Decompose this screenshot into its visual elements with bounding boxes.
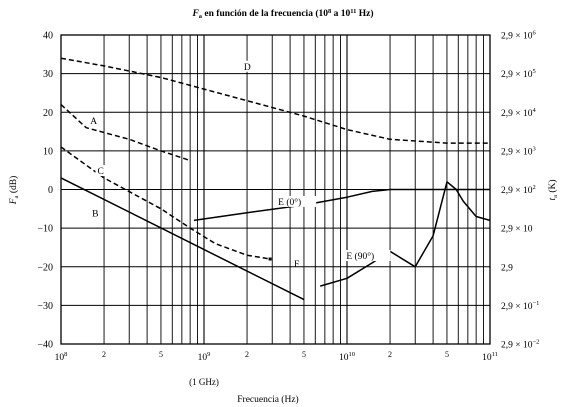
series-label: D xyxy=(244,63,251,73)
series-line xyxy=(60,57,490,144)
series-label: E (90°) xyxy=(346,251,374,262)
series-line xyxy=(60,177,305,301)
x-tick-label: 5 xyxy=(302,350,306,359)
x-axis-label: Frecuencia (Hz) xyxy=(237,394,298,405)
x-tick-label: 2 xyxy=(102,350,106,359)
y-tick-label: −40 xyxy=(37,340,53,351)
y2-tick-label: 2,9 × 103 xyxy=(501,145,536,157)
grid xyxy=(61,34,490,345)
y-tick-label: 20 xyxy=(43,108,53,119)
series-label-bg xyxy=(90,207,101,219)
series-label-bg xyxy=(241,60,252,72)
y2-tick-label: 2,9 × 102 xyxy=(501,184,536,196)
x-axis-ticks: 108 2 5 109 (1 GHz) 2 5 1010 2 5 1011 xyxy=(55,350,498,387)
chart-title: Fa en función de la frecuencia (108 a 10… xyxy=(191,8,373,20)
x-tick-label: 1011 xyxy=(482,351,498,363)
y-tick-label: −20 xyxy=(37,262,53,273)
y2-tick-label: 2,9 × 104 xyxy=(501,107,536,119)
series-line xyxy=(193,188,490,222)
x-tick-label: 2 xyxy=(245,350,249,359)
y-tick-label: 30 xyxy=(43,69,53,80)
series-label-bg xyxy=(344,250,391,262)
y2-tick-label: 2,9 × 106 xyxy=(501,30,536,42)
y-axis-label: Fa (dB) xyxy=(8,176,20,206)
title-text: Fa en función de la frecuencia (108 a 10… xyxy=(191,8,373,20)
series-labels: A B C D E (0°) E (90°) F xyxy=(88,60,391,270)
x-tick-label: 108 xyxy=(55,351,68,363)
series-layer xyxy=(60,57,491,301)
x-tick-label: 2 xyxy=(388,350,392,359)
x-tick-label: 5 xyxy=(445,350,449,359)
series-line xyxy=(319,181,491,287)
series-label: B xyxy=(92,210,98,220)
x-tick-label: 1010 xyxy=(339,351,355,363)
series-line xyxy=(60,103,191,162)
y-axis-ticks: 40 30 20 10 0 −10 −20 −30 −40 xyxy=(37,31,53,351)
y-tick-label: 10 xyxy=(43,146,53,157)
series-label-bg xyxy=(276,195,317,207)
y2-axis-label: ta (K) xyxy=(547,179,559,200)
series-label: E (0°) xyxy=(278,197,301,208)
series-label: A xyxy=(90,117,97,127)
y2-tick-label: 2,9 × 10−1 xyxy=(501,300,539,312)
y2-tick-label: 2,9 × 10−2 xyxy=(501,339,539,351)
x-tick-label: 5 xyxy=(159,350,163,359)
series-end-marker xyxy=(268,257,272,261)
y-tick-label: 0 xyxy=(48,185,53,196)
y2-tick-label: 2,9 xyxy=(501,263,513,273)
x-tick-note: (1 GHz) xyxy=(189,377,219,387)
y-tick-label: −10 xyxy=(37,224,53,235)
axis-labels: Frecuencia (Hz) Fa (dB) ta (K) xyxy=(8,176,559,405)
series-label-bg xyxy=(88,114,99,126)
series-line xyxy=(60,146,271,260)
y2-axis-ticks: 2,9 × 106 2,9 × 105 2,9 × 104 2,9 × 103 2,9 … xyxy=(501,30,539,351)
series-label: C xyxy=(98,167,104,177)
y2-tick-label: 2,9 × 105 xyxy=(501,68,536,80)
y2-tick-label: 2,9 × 10 xyxy=(501,225,533,235)
series-label-bg xyxy=(95,165,106,177)
x-tick-label: 109 xyxy=(198,351,211,363)
y-tick-label: 40 xyxy=(43,31,53,42)
y-tick-label: −30 xyxy=(37,301,53,312)
annotation-label: F xyxy=(294,260,299,270)
